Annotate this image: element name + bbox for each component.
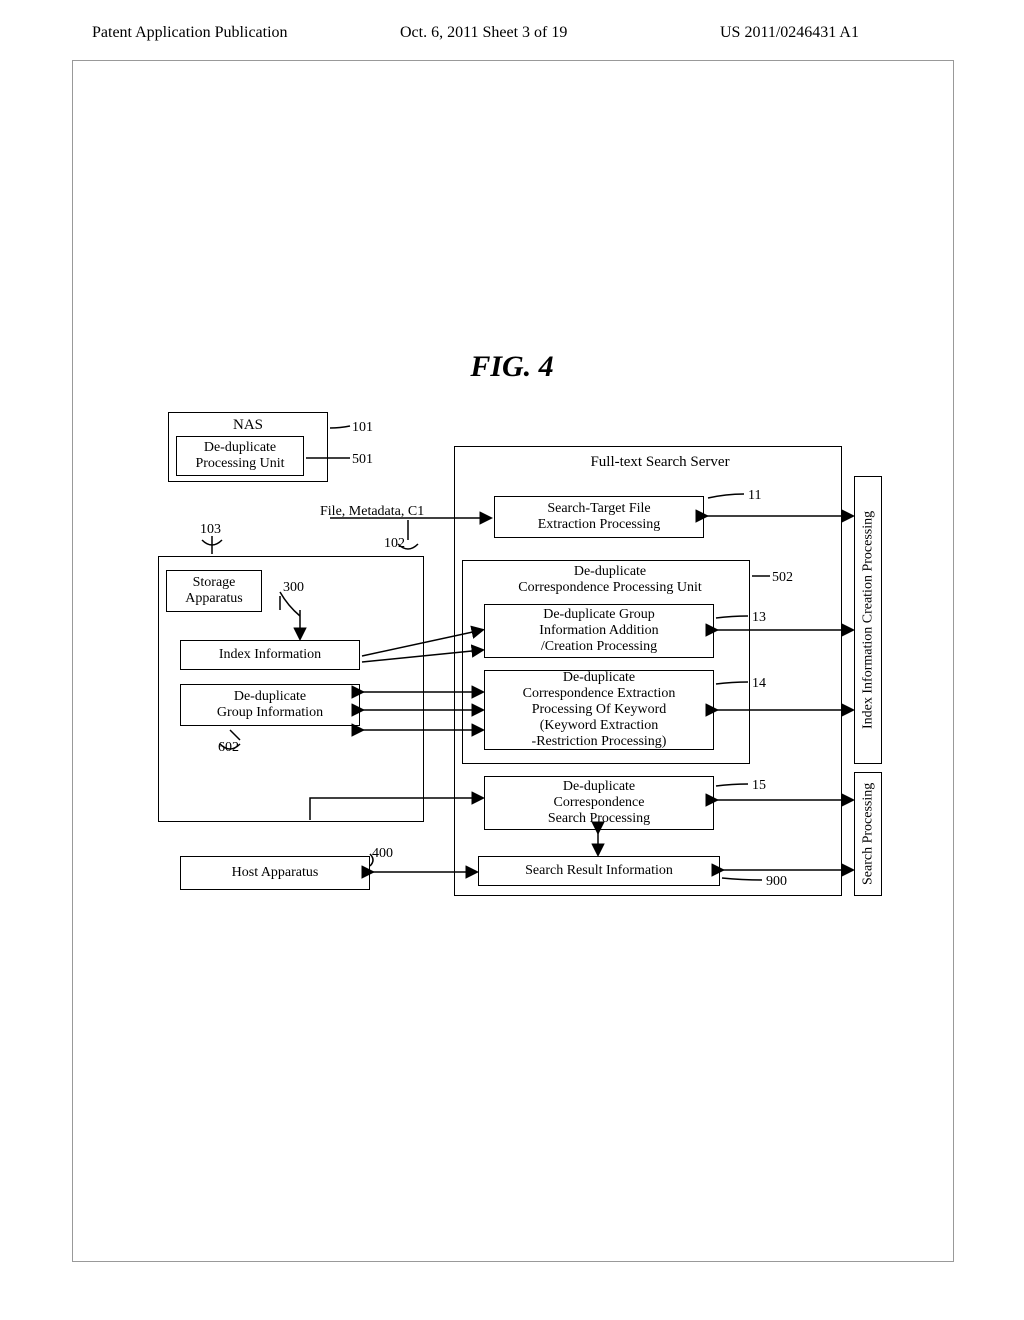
header-mid: Oct. 6, 2011 Sheet 3 of 19 — [400, 24, 567, 42]
arrows-svg — [140, 400, 900, 920]
page: Patent Application Publication Oct. 6, 2… — [0, 0, 1024, 1320]
diagram-stage: NAS De-duplicateProcessing Unit StorageA… — [140, 400, 900, 920]
header-left: Patent Application Publication — [92, 24, 288, 42]
header-right: US 2011/0246431 A1 — [720, 24, 859, 42]
figure-title: FIG. 4 — [0, 350, 1024, 384]
